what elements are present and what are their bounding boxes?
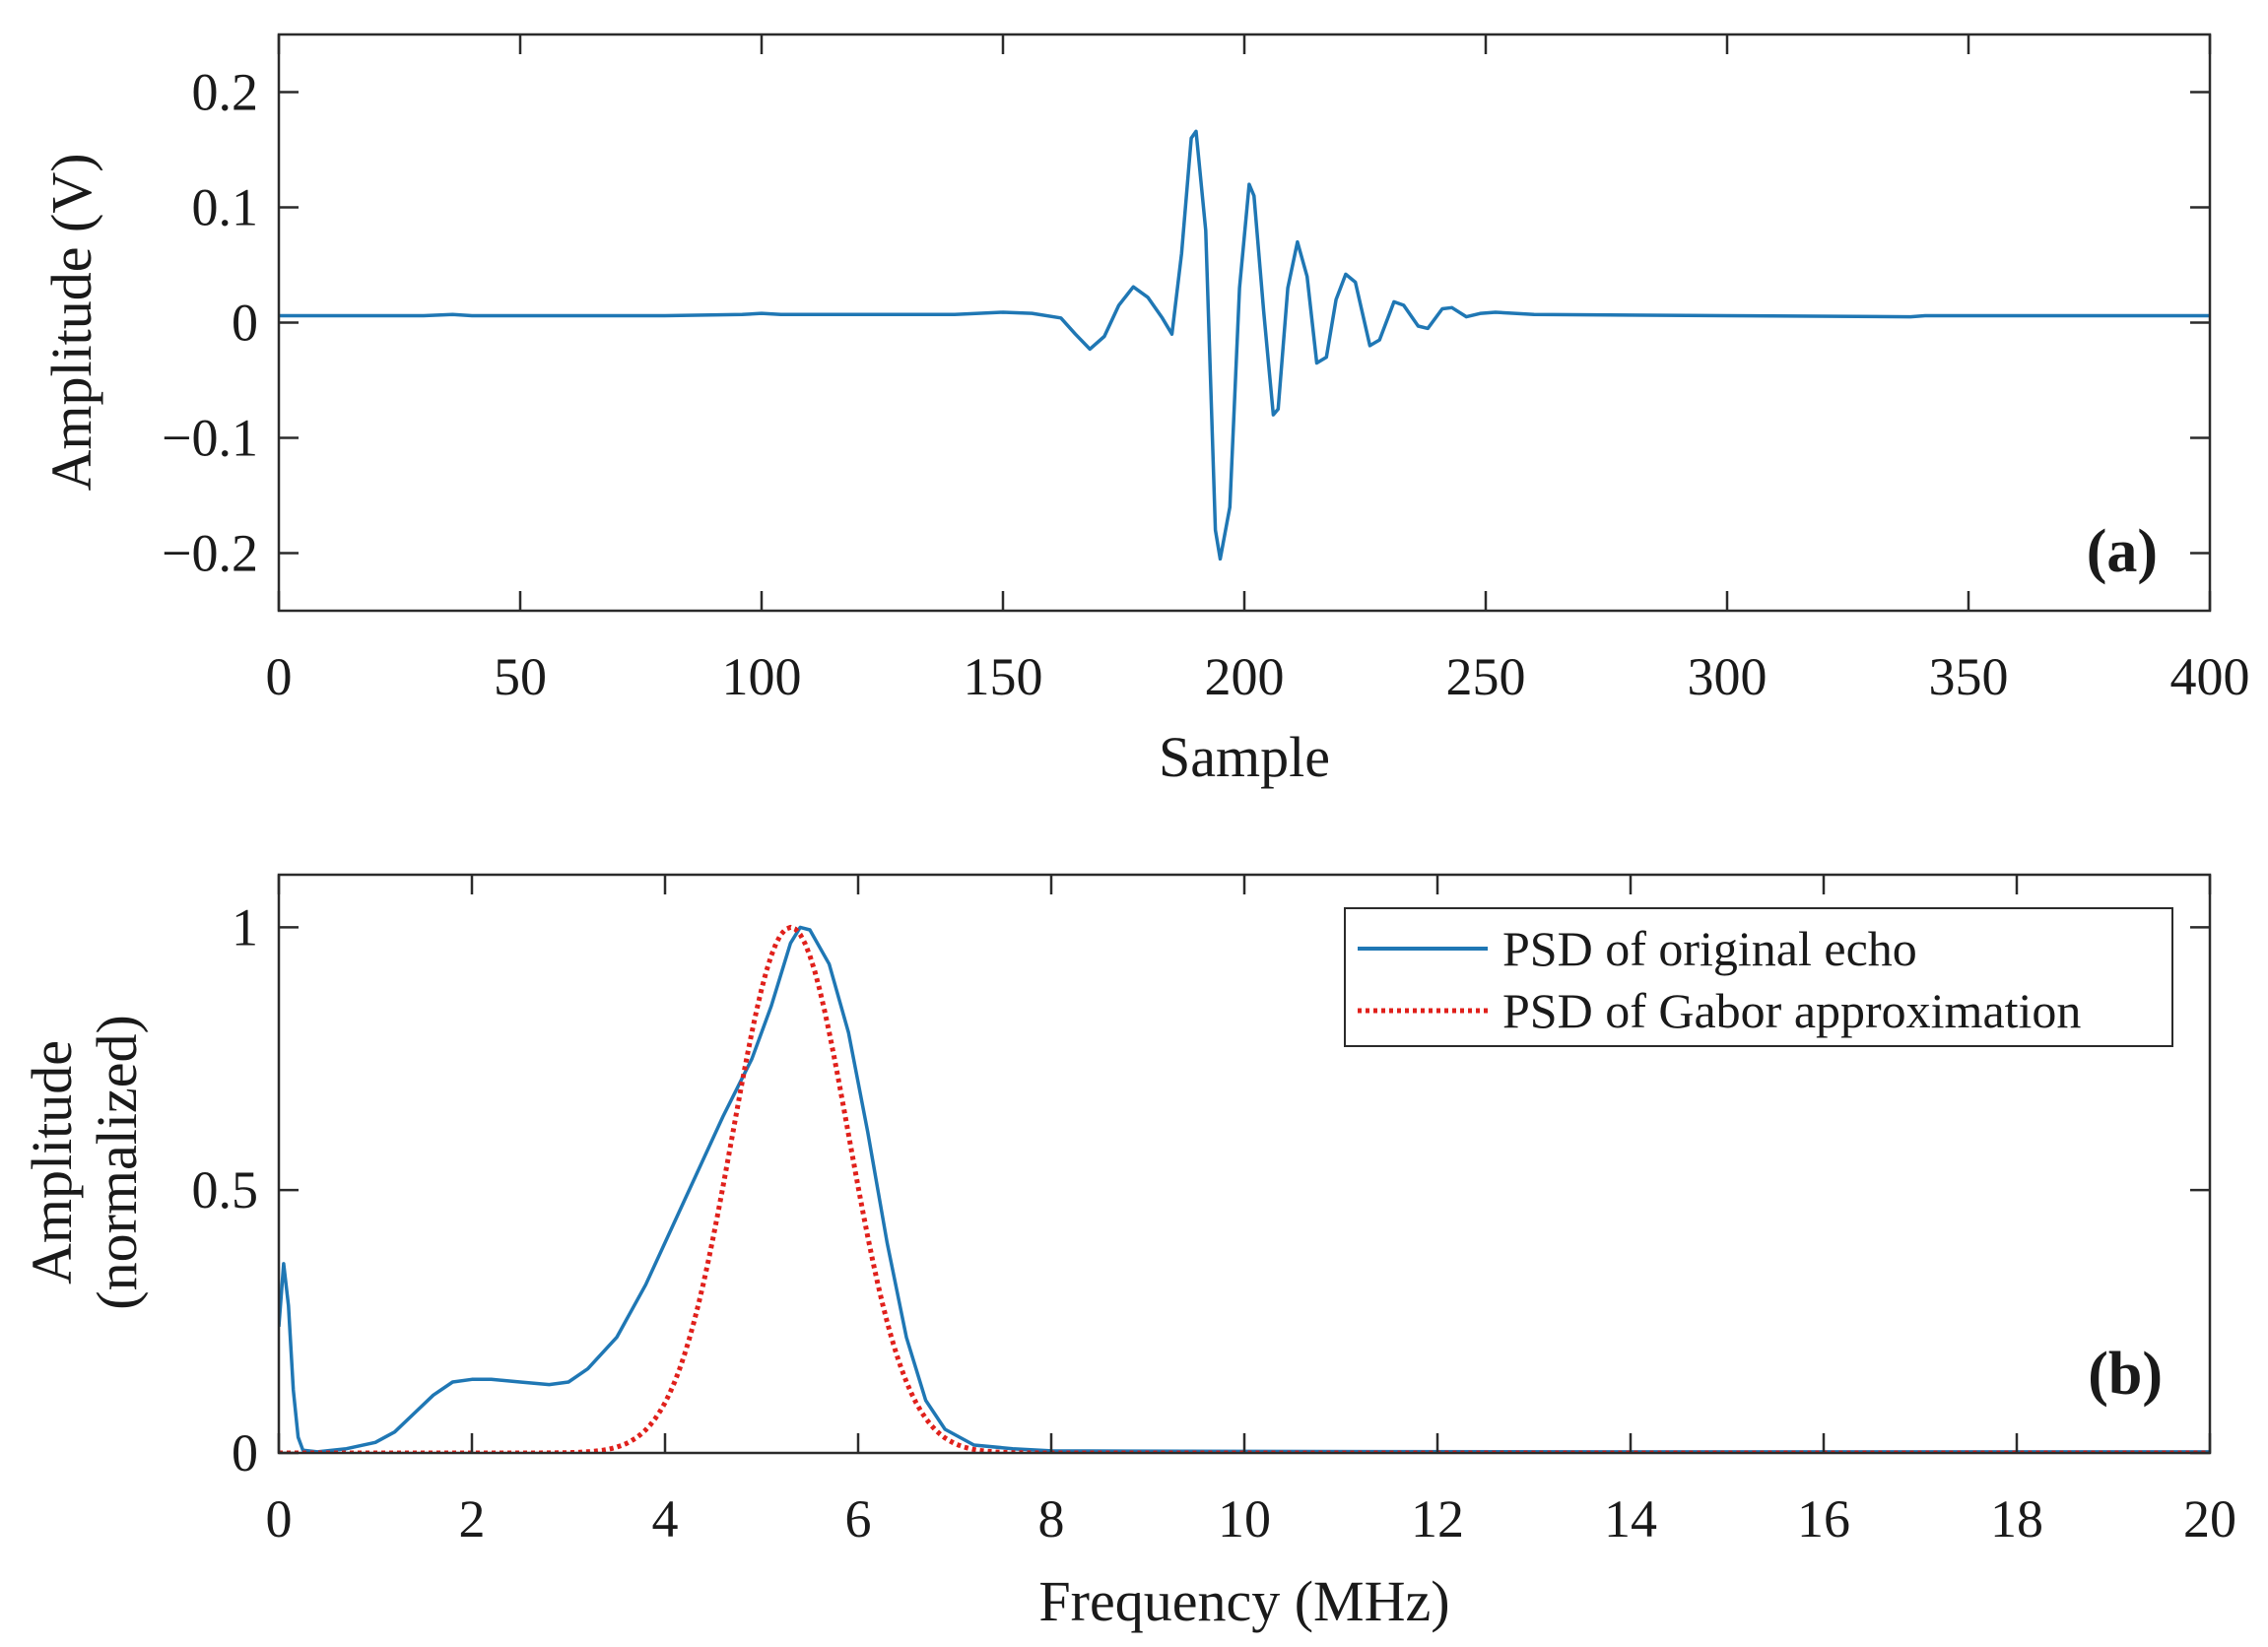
y-tick-label: 0 bbox=[232, 1423, 258, 1482]
panel-b-series-group bbox=[279, 924, 2210, 1453]
x-tick-label: 0 bbox=[266, 1489, 293, 1548]
x-tick-label: 12 bbox=[1411, 1489, 1464, 1548]
x-tick-label: 16 bbox=[1797, 1489, 1850, 1548]
x-tick-label: 10 bbox=[1218, 1489, 1271, 1548]
panel-b-x-axis-label: Frequency (MHz) bbox=[1038, 1569, 1449, 1633]
x-tick-label: 20 bbox=[2183, 1489, 2236, 1548]
x-tick-label: 400 bbox=[2170, 647, 2250, 706]
panel-b-label: (b) bbox=[2088, 1341, 2163, 1408]
legend: PSD of original echo PSD of Gabor approx… bbox=[1344, 907, 2173, 1047]
x-tick-label: 150 bbox=[964, 647, 1043, 706]
panel-b-ticks: 0 2 4 6 8 10 12 14 16 18 20 1 0.5 0 bbox=[192, 875, 2236, 1548]
legend-label-gabor: PSD of Gabor approximation bbox=[1502, 983, 2081, 1038]
panel-b-y-axis-label-line2: (normalized) bbox=[85, 1015, 149, 1310]
panel-a-x-axis-label: Sample bbox=[1159, 725, 1330, 789]
x-tick-label: 18 bbox=[1990, 1489, 2043, 1548]
panel-a-ticks: 0 50 100 150 200 250 300 350 400 0.2 0.1 0 −0.1 −0.2 bbox=[162, 34, 2250, 706]
x-tick-label: 8 bbox=[1038, 1489, 1065, 1548]
y-tick-label: 1 bbox=[232, 897, 258, 956]
panel-a-series-group bbox=[279, 129, 2210, 561]
y-tick-label: 0 bbox=[232, 294, 258, 353]
x-tick-label: 0 bbox=[266, 647, 293, 706]
panel-a-y-axis-label: Amplitude (V) bbox=[39, 153, 103, 491]
x-tick-label: 200 bbox=[1205, 647, 1285, 706]
y-tick-label: 0.1 bbox=[192, 178, 259, 237]
x-tick-label: 350 bbox=[1929, 647, 2009, 706]
panel-a-waveform: 0 50 100 150 200 250 300 350 4000.20.10−0.1−0.2 … bbox=[39, 33, 2250, 789]
series-line-echo bbox=[279, 129, 2210, 561]
x-tick-label: 100 bbox=[722, 647, 802, 706]
panel-b-y-axis-label-line1: Amplitude bbox=[20, 1040, 84, 1285]
panel-b-spectrum: 0 2 4 6 8 10 12 14 16 18 20 1 0.5 0 Frequency (MHz) A… bbox=[20, 873, 2236, 1633]
x-tick-label: 14 bbox=[1604, 1489, 1657, 1548]
x-tick-label: 4 bbox=[652, 1489, 679, 1548]
y-tick-label: 0.5 bbox=[192, 1160, 259, 1219]
panel-a-label: (a) bbox=[2087, 518, 2158, 585]
x-tick-label: 2 bbox=[459, 1489, 486, 1548]
x-tick-label: 50 bbox=[494, 647, 547, 706]
x-tick-label: 300 bbox=[1688, 647, 1768, 706]
x-tick-label: 6 bbox=[845, 1489, 872, 1548]
legend-box bbox=[1344, 907, 2173, 1047]
series-line-echo bbox=[279, 925, 2210, 1453]
y-tick-label: −0.2 bbox=[162, 524, 258, 583]
y-tick-label: 0.2 bbox=[192, 63, 259, 122]
x-tick-label: 250 bbox=[1446, 647, 1526, 706]
legend-label-echo: PSD of original echo bbox=[1502, 921, 1917, 976]
y-tick-label: −0.1 bbox=[162, 409, 258, 468]
